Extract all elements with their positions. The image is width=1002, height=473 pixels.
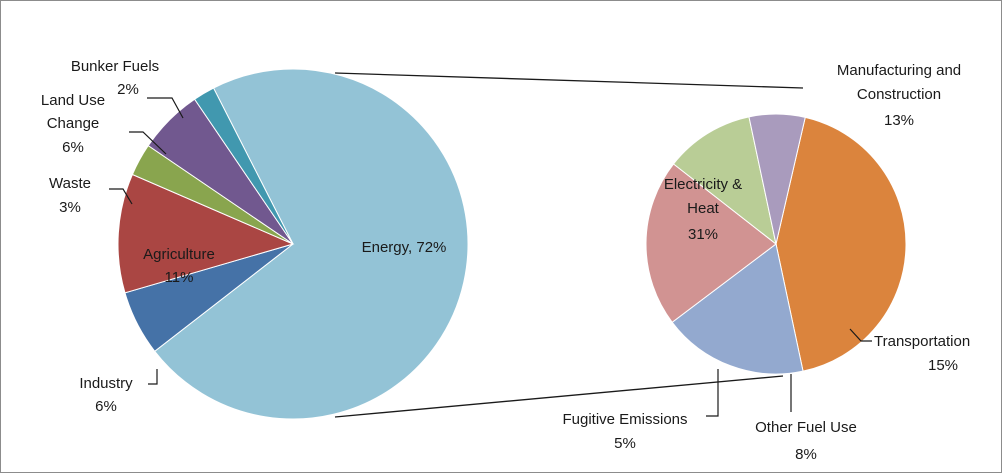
leader-line-land-use-change <box>129 131 167 155</box>
label-bunker-fuels-name: Bunker Fuels <box>71 58 159 75</box>
label-energy: Energy, 72% <box>362 239 447 256</box>
label-manufacturing-line1: Manufacturing and <box>837 62 961 79</box>
label-electricity-heat-line2: Heat <box>687 200 720 217</box>
breakout-slice-fugitive-emissions <box>748 113 806 245</box>
label-electricity-heat-line1: Electricity & <box>664 176 742 193</box>
main-slice-agriculture <box>117 173 295 294</box>
breakout-slice-electricity-heat <box>775 116 907 372</box>
label-other-fuel-use-name: Other Fuel Use <box>755 419 857 436</box>
leader-line-fugitive-emissions <box>706 369 719 417</box>
breakout-slice-manufacturing <box>671 243 804 375</box>
label-fugitive-emissions-pct: 5% <box>614 435 636 452</box>
leader-line-bunker-fuels <box>147 97 184 119</box>
breakout-slice-other-fuel-use <box>672 116 777 246</box>
label-industry-name: Industry <box>79 375 133 392</box>
label-agriculture-pct: 11% <box>165 269 194 286</box>
label-fugitive-emissions-name: Fugitive Emissions <box>562 411 687 428</box>
main-pie <box>117 68 469 420</box>
main-slice-bunker-fuels <box>193 87 294 245</box>
label-manufacturing-pct: 13% <box>884 112 914 129</box>
connector-line-bottom <box>334 375 784 418</box>
label-agriculture-name: Agriculture <box>143 246 215 263</box>
label-land-use-change-pct: 6% <box>62 139 84 156</box>
connector-line-top <box>334 72 804 89</box>
breakout-slice-transportation <box>645 163 777 323</box>
label-transportation-pct: 15% <box>928 357 958 374</box>
label-manufacturing-line2: Construction <box>857 86 941 103</box>
leader-line-transportation <box>849 328 872 342</box>
label-other-fuel-use-pct: 8% <box>795 446 817 463</box>
main-slice-energy <box>154 68 469 420</box>
label-transportation-name: Transportation <box>874 333 970 350</box>
breakout-pie <box>645 113 907 375</box>
leader-line-industry <box>148 369 158 385</box>
label-electricity-heat-pct: 31% <box>688 226 718 243</box>
label-bunker-fuels-pct: 2% <box>117 81 139 98</box>
label-waste-pct: 3% <box>59 199 81 216</box>
leader-line-waste <box>109 188 133 205</box>
label-industry-pct: 6% <box>95 398 117 415</box>
label-land-use-change-line2: Change <box>47 115 100 132</box>
label-land-use-change-line1: Land Use <box>41 92 105 109</box>
label-waste-name: Waste <box>49 175 91 192</box>
